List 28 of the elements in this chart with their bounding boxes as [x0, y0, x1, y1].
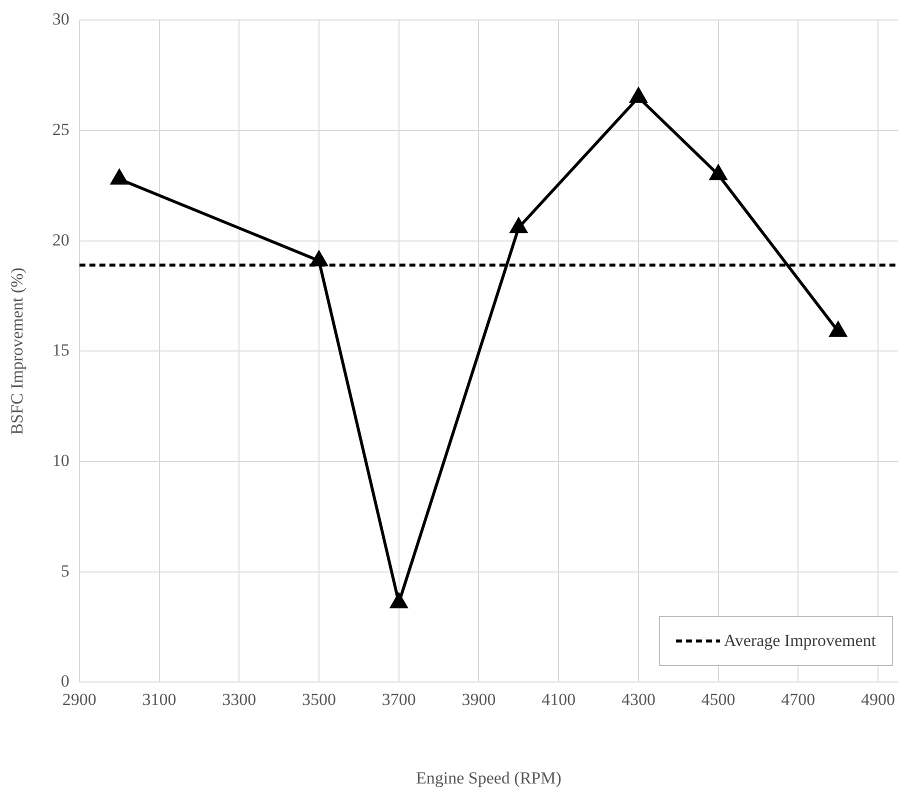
- point: [630, 88, 647, 103]
- point: [710, 165, 727, 180]
- x-tick-label: 3700: [382, 690, 416, 709]
- y-tick-label: 30: [52, 10, 70, 29]
- y-tick-label: 5: [60, 561, 70, 580]
- x-tick-label: 3100: [142, 690, 176, 709]
- x-tick-label: 4300: [621, 690, 656, 709]
- point: [110, 170, 128, 185]
- x-tick-label: 3300: [222, 690, 256, 709]
- x-tick-label: 3900: [462, 690, 496, 709]
- y-axis-title: BSFC Improvement (%): [8, 268, 27, 435]
- y-tick-label: 0: [60, 672, 70, 691]
- point: [510, 218, 528, 234]
- y-tick-label: 25: [52, 120, 70, 139]
- y-tick-label: 10: [52, 451, 70, 470]
- x-tick-label: 2900: [62, 690, 96, 709]
- y-tick-label: 15: [52, 340, 70, 360]
- x-tick-label: 4100: [542, 690, 576, 709]
- legend-label: Average Improvement: [724, 631, 876, 651]
- x-tick-label: 4700: [781, 690, 816, 709]
- x-axis-title: Engine Speed (RPM): [416, 768, 562, 788]
- x-tick-label: 3500: [302, 690, 336, 709]
- point: [830, 322, 847, 337]
- x-tick-label: 4900: [861, 690, 896, 709]
- point: [310, 251, 328, 266]
- x-tick-label: 4500: [701, 690, 736, 709]
- point: [390, 593, 408, 608]
- y-tick-label: 20: [52, 230, 70, 250]
